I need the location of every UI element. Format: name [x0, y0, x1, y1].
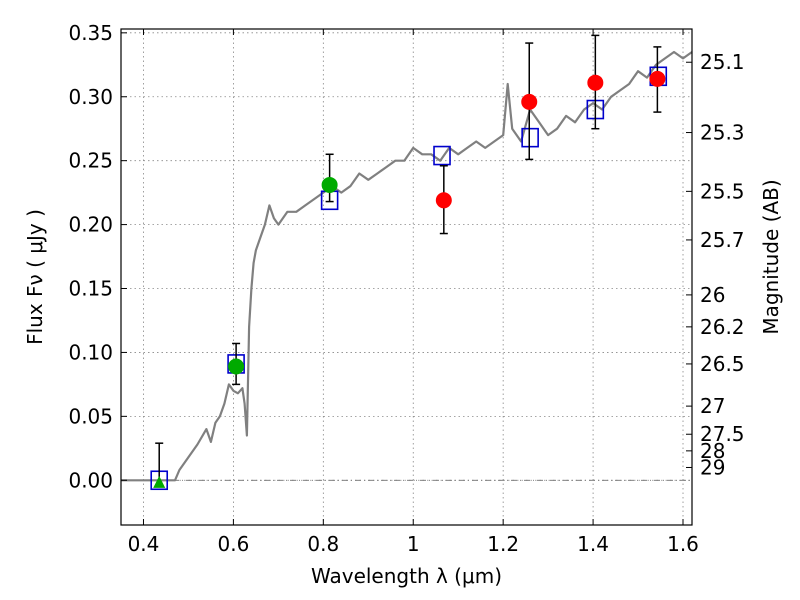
- x-tick-label: 1.6: [667, 532, 699, 556]
- y-axis-label: Flux Fν ( μJy ): [23, 209, 47, 345]
- right-tick-label: 26.5: [700, 352, 745, 376]
- x-tick-label: 0.4: [128, 532, 160, 556]
- data-point: [521, 93, 538, 110]
- series-layer: [121, 34, 693, 491]
- y-tick-label: 0.25: [68, 149, 113, 173]
- upper-limit-point: [153, 475, 166, 488]
- y-tick-label: 0.05: [68, 404, 113, 428]
- right-tick-label: 28: [700, 439, 725, 463]
- y-tick-label: 0.00: [68, 468, 113, 492]
- data-point: [228, 358, 245, 375]
- data-point: [321, 176, 338, 193]
- right-tick-label: 25.5: [700, 179, 745, 203]
- y-tick-label: 0.35: [68, 21, 113, 45]
- x-tick-label: 1.2: [487, 532, 519, 556]
- grid-lines: [121, 29, 692, 525]
- y-tick-label: 0.30: [68, 85, 113, 109]
- right-tick-label: 25.3: [700, 121, 745, 145]
- y-tick-label: 0.20: [68, 213, 113, 237]
- right-tick-label: 29: [700, 455, 725, 479]
- y-tick-label: 0.15: [68, 277, 113, 301]
- right-tick-label: 27: [700, 394, 725, 418]
- right-tick-label: 26.2: [700, 315, 745, 339]
- axis-ticks: 0.4 0.6 0.8 1 1.2 1.4 1.6 0.00 0.05 0.10 0.15 0.20 0…: [68, 21, 744, 556]
- data-point: [587, 74, 604, 91]
- spectrum-line: [121, 50, 693, 482]
- model-point: [433, 145, 451, 166]
- x-tick-label: 0.8: [307, 532, 339, 556]
- right-axis-label: Magnitude (AB): [759, 179, 783, 334]
- x-tick-label: 1: [407, 532, 420, 556]
- model-point: [521, 127, 539, 148]
- data-point: [649, 70, 666, 87]
- x-tick-label: 1.4: [577, 532, 609, 556]
- x-axis-label: Wavelength λ (μm): [311, 564, 502, 588]
- x-tick-label: 0.6: [217, 532, 249, 556]
- right-tick-label: 26: [700, 283, 725, 307]
- right-tick-label: 25.1: [700, 50, 745, 74]
- plot-frame: [120, 28, 693, 526]
- data-point: [435, 192, 452, 209]
- y-tick-label: 0.10: [68, 340, 113, 364]
- right-tick-label: 25.7: [700, 228, 745, 252]
- right-tick-label: 27.5: [700, 422, 745, 446]
